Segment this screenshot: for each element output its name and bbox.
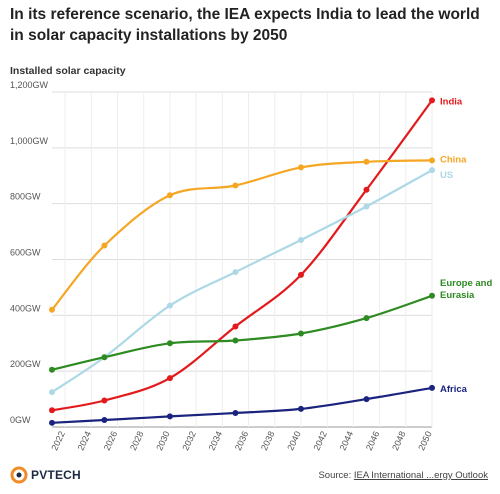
data-point-africa [166, 413, 173, 420]
x-tick-label: 2028 [128, 430, 146, 452]
source-prefix: Source: [318, 470, 354, 481]
x-tick-label: 2026 [102, 430, 120, 452]
data-point-africa [101, 417, 108, 424]
x-tick-label: 2040 [285, 430, 303, 452]
y-tick-label: 1,200GW [10, 80, 49, 90]
y-tick-label: 600GW [10, 248, 41, 258]
x-tick-label: 2024 [76, 430, 94, 452]
data-point-europe-and-eurasia [166, 340, 173, 347]
data-point-india [101, 397, 108, 404]
data-point-africa [429, 384, 435, 391]
y-tick-label: 0GW [10, 415, 31, 425]
series-line-europe-and-eurasia [51, 294, 433, 371]
pvtech-logo[interactable]: PVTECH [10, 466, 81, 484]
data-point-us [166, 302, 173, 309]
data-point-india [363, 186, 370, 193]
data-point-india [297, 271, 304, 278]
data-point-us [232, 269, 239, 276]
data-point-india [166, 375, 173, 382]
data-point-china [429, 157, 435, 164]
x-tick-label: 2046 [364, 430, 382, 452]
chart-subtitle: Installed solar capacity [10, 65, 126, 77]
data-point-india [429, 97, 435, 104]
x-tick-label: 2038 [259, 430, 277, 452]
data-point-europe-and-eurasia [297, 330, 304, 337]
y-tick-label: 400GW [10, 303, 41, 313]
x-tick-label: 2036 [233, 430, 251, 452]
data-point-china [297, 164, 304, 171]
y-tick-label: 200GW [10, 359, 41, 369]
data-point-europe-and-eurasia [101, 354, 108, 361]
data-point-china [363, 158, 370, 165]
pvtech-logo-text: PVTECH [31, 468, 81, 482]
x-tick-label: 2030 [154, 430, 172, 452]
data-point-europe-and-eurasia [232, 337, 239, 344]
x-tick-label: 2032 [180, 430, 198, 452]
x-tick-label: 2048 [390, 430, 408, 452]
data-point-china [49, 306, 55, 313]
data-point-africa [297, 405, 304, 412]
data-point-europe-and-eurasia [363, 315, 370, 322]
data-point-europe-and-eurasia [49, 366, 55, 373]
x-tick-label: 2022 [49, 430, 67, 452]
data-point-africa [49, 419, 55, 426]
data-point-us [49, 389, 55, 396]
series-lines [49, 97, 435, 426]
chart-title: In its reference scenario, the IEA expec… [10, 6, 480, 44]
data-point-africa [232, 410, 239, 417]
series-labels: India China US Europe and Eurasia Africa [440, 96, 492, 395]
series-label-india: India [440, 96, 463, 107]
pvtech-logo-icon [10, 466, 28, 484]
data-point-china [101, 242, 108, 249]
source-note: Source: IEA International ...ergy Outloo… [318, 470, 488, 481]
data-point-china [166, 192, 173, 199]
source-link[interactable]: IEA International ...ergy Outlook [353, 470, 488, 481]
data-point-us [429, 167, 435, 174]
data-point-us [297, 236, 304, 243]
series-label-europe-and-eurasia: Europe and Eurasia [440, 278, 492, 301]
grid-lines [52, 91, 433, 428]
x-tick-label: 2042 [311, 430, 329, 452]
data-point-india [49, 407, 55, 414]
data-point-africa [363, 396, 370, 403]
x-tick-label: 2050 [416, 430, 434, 452]
series-label-africa: Africa [440, 384, 468, 395]
series-label-china: China [440, 154, 467, 165]
series-line-africa [51, 386, 433, 424]
data-point-china [232, 182, 239, 189]
series-label-us: US [440, 170, 453, 181]
x-tick-label: 2034 [207, 430, 225, 452]
data-point-india [232, 323, 239, 330]
data-point-europe-and-eurasia [429, 292, 435, 299]
series-line-india [51, 99, 433, 412]
y-tick-label: 1,000GW [10, 136, 49, 146]
y-tick-label: 800GW [10, 192, 41, 202]
data-point-us [363, 203, 370, 210]
series-line-china [51, 159, 433, 311]
x-tick-label: 2044 [338, 430, 356, 452]
